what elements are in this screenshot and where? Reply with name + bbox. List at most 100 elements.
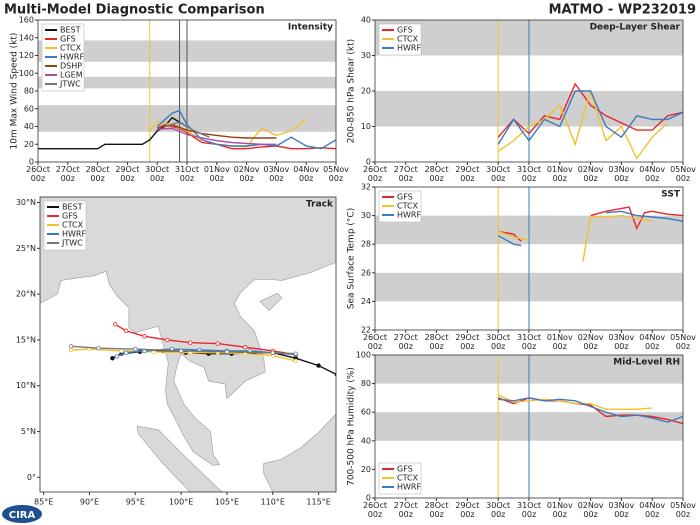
figure-title: Multi-Model Diagnostic Comparison (4, 3, 265, 18)
y-tick-label: 30 (361, 211, 371, 220)
x-tick-label: 31Oct 00z (516, 333, 541, 351)
series-line (157, 123, 277, 139)
plot-frame (37, 19, 337, 163)
track-point (112, 322, 118, 327)
x-tick-label: 27Oct 00z (393, 165, 418, 183)
x-tick-label: 02Nov 00z (577, 165, 604, 183)
x-tick-label: 28Oct 00z (424, 165, 449, 183)
x-tick-label: 05Nov 00z (670, 501, 696, 519)
y-axis-label: Sea Surface Temp (°C) (347, 208, 357, 309)
x-tick-label: 03Nov 00z (608, 333, 635, 351)
legend-label: CTCX (397, 35, 419, 44)
x-tick-label: 31Oct 00z (516, 501, 541, 519)
y-tick-label: 40 (24, 122, 34, 131)
y-tick-label: 120 (19, 51, 34, 60)
track-point (165, 337, 170, 343)
plot-frame (374, 354, 684, 499)
y-tick-label: 20 (361, 465, 371, 474)
x-tick-label: 05Nov 00z (323, 165, 349, 183)
x-tick-label: 31Oct 00z (174, 165, 199, 183)
legend-label: BEST (60, 26, 81, 35)
y-tick-label: 80 (24, 87, 34, 96)
legend-label: HWRF (397, 44, 421, 53)
track-point (68, 344, 74, 349)
x-tick-label: 28Oct 00z (424, 501, 449, 519)
legend-label: CTCX (62, 221, 84, 230)
plot-frame (374, 186, 684, 331)
y-tick-label: 160 (19, 16, 34, 25)
legend-label: LGEM (60, 71, 83, 80)
y-tick-label: 25°N (16, 244, 36, 253)
track-point (270, 350, 275, 355)
x-tick-label: 85°E (34, 498, 53, 507)
legend-label: CTCX (397, 474, 419, 483)
legend-label: GFS (62, 212, 78, 221)
panel-title: Deep-Layer Shear (590, 23, 681, 33)
x-tick-label: 30Oct 00z (486, 333, 511, 351)
y-axis-label: 700-500 hPa Humidity (%) (347, 367, 357, 486)
series-line (498, 397, 683, 423)
x-tick-label: 28Oct 00z (424, 333, 449, 351)
plot-layer (40, 197, 336, 492)
x-tick-label: 28Oct 00z (85, 165, 110, 183)
y-tick-label: 24 (361, 297, 371, 306)
track-point (178, 348, 184, 354)
plot-layer (375, 187, 683, 330)
x-tick-label: 27Oct 00z (55, 165, 80, 183)
x-tick-label: 05Nov 00z (670, 333, 696, 351)
series-line (156, 123, 336, 150)
legend-label: HWRF (62, 230, 86, 239)
y-tick-label: 80 (361, 379, 371, 388)
series-line (497, 210, 683, 247)
y-tick-label: 28 (361, 240, 371, 249)
track-point (243, 345, 248, 350)
x-tick-label: 29Oct 00z (455, 501, 480, 519)
y-tick-label: 0° (27, 473, 36, 482)
y-tick-label: 100 (19, 69, 34, 78)
x-tick-label: 90°E (80, 498, 99, 507)
x-tick-label: 30Oct 00z (145, 165, 170, 183)
panel-title: Track (306, 200, 334, 210)
x-tick-label: 04Nov 00z (639, 165, 666, 183)
x-tick-label: 29Oct 00z (115, 165, 140, 183)
legend-label: HWRF (397, 483, 421, 492)
x-tick-label: 27Oct 00z (393, 333, 418, 351)
track-point (114, 354, 120, 359)
series-line (497, 88, 669, 160)
y-tick-label: 140 (19, 33, 34, 42)
y-tick-label: 26 (361, 268, 371, 277)
x-tick-label: 01Nov 00z (546, 165, 573, 183)
x-tick-label: 03Nov 00z (263, 165, 290, 183)
panel-title: Mid-Level RH (613, 358, 680, 368)
legend-label: JTWC (59, 80, 81, 89)
series-line (156, 109, 336, 150)
x-tick-label: 27Oct 00z (393, 501, 418, 519)
legend-label: DSHP (60, 62, 82, 71)
track-point (96, 345, 101, 351)
y-tick-label: 20 (361, 87, 371, 96)
y-tick-label: 60 (361, 408, 371, 417)
legend-label: CTCX (60, 44, 82, 53)
x-tick-label: 04Nov 00z (639, 501, 666, 519)
track-point (142, 334, 147, 339)
y-tick-label: 10 (361, 122, 371, 131)
x-tick-label: 01Nov 00z (546, 501, 573, 519)
track-point (293, 358, 298, 364)
x-tick-label: 26Oct 00z (362, 165, 387, 183)
x-tick-label: 26Oct 00z (362, 333, 387, 351)
plot-frame (374, 19, 684, 163)
x-tick-label: 26Oct 00z (25, 165, 50, 183)
logo-badge (2, 505, 42, 523)
legend-label: BEST (62, 203, 83, 212)
x-tick-label: 95°E (126, 498, 145, 507)
series-line (38, 116, 188, 150)
series-line (497, 82, 683, 138)
y-axis-label: 200-850 hPa Shear (kt) (347, 39, 357, 143)
x-tick-label: 03Nov 00z (608, 501, 635, 519)
series-line (164, 121, 210, 138)
x-tick-label: 02Nov 00z (233, 165, 260, 183)
track-point (316, 363, 321, 368)
legend-label: GFS (397, 193, 413, 202)
